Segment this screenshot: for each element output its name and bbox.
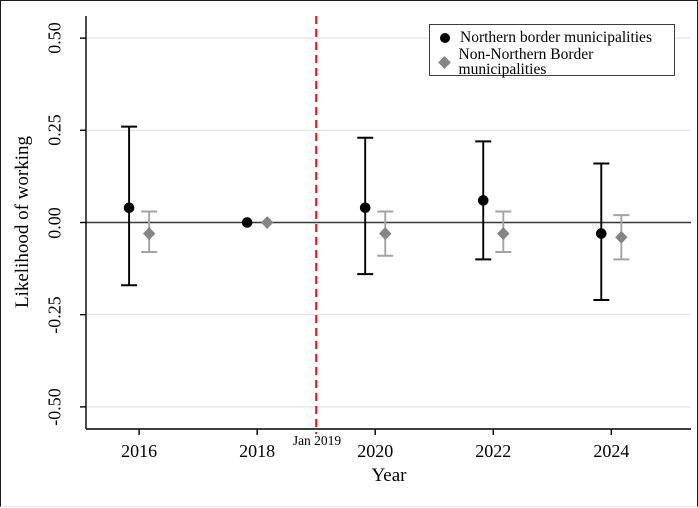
- axes: [80, 16, 691, 435]
- y-tick-label: 0.50: [44, 22, 65, 54]
- data-point: [241, 217, 253, 228]
- y-tick-label: -0.50: [44, 388, 65, 426]
- data-point: [497, 227, 510, 240]
- data-point: [142, 227, 156, 240]
- data-point: [359, 202, 371, 214]
- legend-label: Non-Northern Border municipalities: [458, 45, 594, 78]
- y-tick-label: 0.00: [44, 206, 65, 239]
- data-point: [595, 228, 607, 239]
- y-tick-label: -0.25: [44, 295, 65, 334]
- data-point: [615, 230, 628, 244]
- data-point: [261, 216, 274, 229]
- x-tick-label: 2018: [239, 441, 276, 461]
- legend-item-non-northern: Non-Northern Border municipalities: [430, 46, 674, 77]
- circle-marker-icon: [430, 33, 460, 43]
- y-tick-label: 0.25: [44, 114, 65, 147]
- data-series: [121, 125, 630, 301]
- legend-label: Northern border municipalities: [460, 29, 652, 47]
- x-tick-label: 2024: [593, 441, 630, 461]
- x-axis-title: Year: [371, 465, 407, 486]
- legend: Northern border municipalities Non-North…: [429, 24, 675, 77]
- x-tick-label: 2016: [121, 441, 158, 461]
- reference-line-label: Jan 2019: [292, 433, 342, 448]
- diamond-marker-icon: [430, 55, 459, 69]
- data-point: [379, 227, 392, 240]
- data-point: [123, 202, 135, 214]
- x-tick-label: 2022: [475, 441, 512, 461]
- legend-item-northern: Northern border municipalities: [430, 27, 674, 49]
- x-tick-label: 2020: [357, 441, 394, 461]
- data-point: [477, 195, 489, 206]
- y-axis-title: Likelihood of working: [12, 135, 33, 309]
